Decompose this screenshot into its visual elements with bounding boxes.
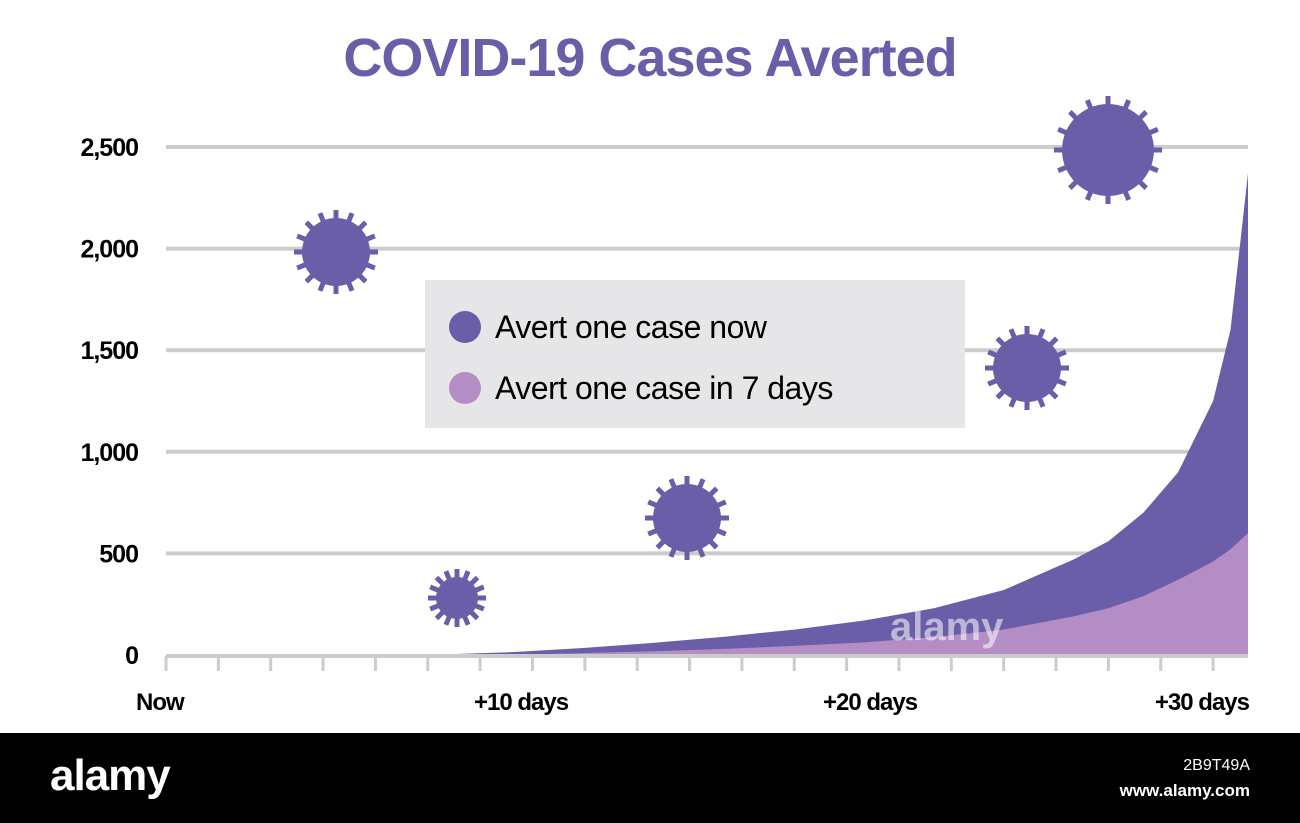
legend: Avert one case now Avert one case in 7 d…: [425, 280, 965, 428]
y-tick-label: 0: [125, 642, 138, 670]
x-axis: [164, 654, 1248, 671]
series-area-avert-7-days: [445, 533, 1248, 655]
virus-icon: [985, 326, 1069, 410]
chart: COVID-19 Cases Averted 0 500 1,000 1,500 2,0…: [80, 28, 1251, 716]
x-tick-label: +20 days: [823, 689, 918, 716]
y-tick-label: 1,500: [80, 337, 138, 365]
y-axis-labels: 0 500 1,000 1,500 2,000 2,500: [80, 134, 139, 670]
x-tick-label: Now: [136, 689, 185, 716]
chart-title: COVID-19 Cases Averted: [343, 28, 956, 88]
alamy-logo: alamy: [50, 751, 171, 800]
virus-icon: [645, 476, 729, 560]
virus-icon: [428, 569, 486, 627]
x-axis-labels: Now +10 days +20 days +30 days: [136, 689, 1251, 716]
plot-area: [445, 173, 1248, 655]
stock-footer: alamy 2B9T49A www.alamy.com: [0, 733, 1300, 823]
legend-swatch-avert-7-days: [449, 372, 481, 404]
y-tick-label: 2,000: [80, 236, 138, 264]
virus-decorations: [294, 96, 1162, 627]
virus-icon: [1054, 96, 1162, 204]
y-tick-label: 1,000: [80, 439, 138, 467]
y-tick-label: 2,500: [80, 134, 138, 162]
y-tick-label: 500: [99, 540, 138, 568]
footer-url: www.alamy.com: [1119, 781, 1250, 800]
legend-background: [425, 280, 965, 428]
legend-swatch-avert-now: [449, 311, 481, 343]
x-tick-label: +10 days: [474, 689, 569, 716]
legend-label-avert-7-days: Avert one case in 7 days: [495, 370, 833, 406]
x-tick-label: +30 days: [1155, 689, 1250, 716]
watermark: alamy: [890, 605, 1004, 649]
virus-icon: [294, 210, 378, 294]
legend-label-avert-now: Avert one case now: [495, 309, 768, 345]
image-id: 2B9T49A: [1183, 757, 1250, 774]
